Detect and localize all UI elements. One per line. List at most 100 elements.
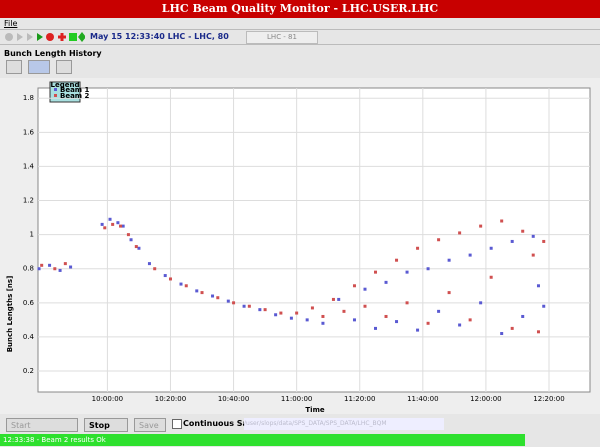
point xyxy=(184,284,188,288)
status-bar: 12:33:38 - Beam 2 results Ok xyxy=(0,434,525,446)
point xyxy=(363,304,367,308)
plot-area xyxy=(37,87,591,393)
point xyxy=(500,332,504,336)
point xyxy=(226,299,230,303)
point xyxy=(195,289,199,293)
y-tick-label: 1.4 xyxy=(23,162,35,170)
point xyxy=(447,291,451,295)
point xyxy=(536,330,540,334)
y-tick-label: 1.2 xyxy=(23,197,34,205)
legend-swatch xyxy=(54,88,57,91)
y-tick-label: 0.4 xyxy=(23,333,35,341)
icon[interactable] xyxy=(5,33,13,41)
point xyxy=(542,239,546,243)
point xyxy=(374,326,378,330)
legend-entry: Beam 1 xyxy=(60,86,90,94)
tool-vertical[interactable] xyxy=(56,60,72,74)
save-button[interactable]: Save xyxy=(134,418,166,432)
point xyxy=(395,258,399,262)
point xyxy=(500,219,504,223)
point xyxy=(437,309,441,313)
icon[interactable] xyxy=(46,33,54,41)
point xyxy=(374,270,378,274)
icon[interactable] xyxy=(37,33,43,41)
point xyxy=(247,304,251,308)
point xyxy=(342,309,346,313)
x-tick-label: 11:40:00 xyxy=(407,395,438,403)
point xyxy=(211,294,215,298)
x-tick-label: 12:20:00 xyxy=(533,395,564,403)
point xyxy=(232,301,236,305)
point xyxy=(416,328,420,332)
point xyxy=(321,321,325,325)
point xyxy=(542,304,546,308)
point xyxy=(279,311,283,315)
icon[interactable] xyxy=(69,33,77,41)
point xyxy=(58,268,62,272)
x-tick-label: 11:20:00 xyxy=(344,395,375,403)
point xyxy=(289,316,293,320)
point xyxy=(163,274,167,278)
point xyxy=(179,282,183,286)
point xyxy=(53,267,57,271)
point xyxy=(458,231,462,235)
menu-file[interactable]: File xyxy=(4,19,18,28)
point xyxy=(295,311,299,315)
point xyxy=(168,277,172,281)
stop-button[interactable]: Stop xyxy=(84,418,128,432)
point xyxy=(121,224,125,228)
point xyxy=(119,224,123,228)
point xyxy=(108,217,112,221)
point xyxy=(416,246,420,250)
start-button[interactable]: Start Monitoring xyxy=(6,418,78,444)
toolbar-icons xyxy=(5,32,85,42)
point xyxy=(337,297,341,301)
point xyxy=(531,253,535,257)
window-title: LHC Beam Quality Monitor - LHC.USER.LHC xyxy=(0,0,600,18)
point xyxy=(331,297,335,301)
point xyxy=(242,304,246,308)
toolbar-status: May 15 12:33:40 LHC - LHC, 80 xyxy=(90,32,229,41)
tool-zoom[interactable] xyxy=(28,60,50,74)
icon[interactable] xyxy=(17,33,23,41)
point xyxy=(489,275,493,279)
x-axis-label: Time xyxy=(305,406,324,414)
icon[interactable] xyxy=(58,33,66,41)
continuous-label: Continuous Saving xyxy=(183,419,268,428)
point xyxy=(521,314,525,318)
point xyxy=(116,221,120,225)
icon[interactable] xyxy=(27,33,33,41)
point xyxy=(510,239,514,243)
point xyxy=(103,226,107,230)
toolbar: May 15 12:33:40 LHC - LHC, 80 LHC - 81 xyxy=(0,29,600,45)
point xyxy=(126,233,130,237)
x-tick-label: 12:00:00 xyxy=(470,395,501,403)
y-tick-label: 1 xyxy=(30,231,34,239)
point xyxy=(395,320,399,324)
point xyxy=(111,222,115,226)
point xyxy=(479,301,483,305)
point xyxy=(258,308,262,312)
point xyxy=(405,301,409,305)
point xyxy=(100,222,104,226)
point xyxy=(363,287,367,291)
point xyxy=(129,238,133,242)
point xyxy=(310,306,314,310)
icon[interactable] xyxy=(78,32,85,42)
toolbar-field[interactable]: LHC - 81 xyxy=(246,31,318,44)
y-tick-label: 0.2 xyxy=(23,367,34,375)
panel-title: Bunch Length History xyxy=(4,49,102,58)
continuous-checkbox[interactable] xyxy=(172,419,182,429)
point xyxy=(426,267,430,271)
point xyxy=(200,291,204,295)
tool-pan[interactable] xyxy=(6,60,22,74)
point xyxy=(489,246,493,250)
point xyxy=(147,262,151,266)
point xyxy=(521,229,525,233)
legend xyxy=(49,81,81,103)
point xyxy=(40,263,44,267)
path-field[interactable]: /user/slops/data/SPS_DATA/SPS_DATA/LHC_B… xyxy=(244,418,444,430)
point xyxy=(447,258,451,262)
y-axis-label: Bunch Lengths [ns] xyxy=(6,276,14,353)
point xyxy=(437,238,441,242)
